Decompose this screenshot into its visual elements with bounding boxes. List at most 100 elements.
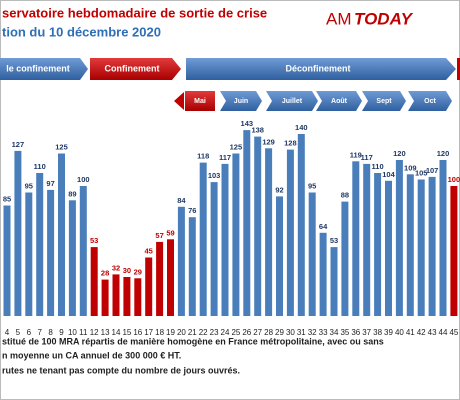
- month-box: [220, 91, 262, 111]
- month-label: Juillet: [282, 98, 303, 105]
- data-label: 100: [77, 175, 90, 184]
- x-tick-label: 8: [48, 328, 53, 337]
- data-label: 120: [393, 149, 406, 158]
- bar: [177, 206, 185, 316]
- x-tick-label: 26: [242, 328, 251, 337]
- x-tick-label: 7: [37, 328, 42, 337]
- bar: [156, 241, 164, 316]
- data-label: 125: [230, 142, 243, 151]
- bar: [297, 134, 305, 316]
- bar: [25, 192, 33, 316]
- banner-arrow: [0, 58, 88, 80]
- x-tick-label: 11: [79, 328, 88, 337]
- bar: [36, 173, 44, 316]
- logo-am: AM: [326, 9, 352, 28]
- data-label: 119: [350, 150, 362, 159]
- data-label: 105: [415, 168, 428, 177]
- x-tick-label: 13: [101, 328, 110, 337]
- bar: [101, 279, 109, 316]
- bar: [341, 201, 349, 316]
- month-label: Sept: [376, 98, 392, 105]
- bar: [134, 278, 142, 316]
- bar: [450, 186, 458, 316]
- bar: [188, 217, 196, 316]
- x-tick-label: 34: [330, 328, 339, 337]
- data-label: 59: [166, 228, 174, 237]
- data-label: 100: [448, 175, 460, 184]
- bar: [286, 149, 294, 316]
- title: servatoire hebdomadaire de sortie de cri…: [2, 5, 267, 20]
- x-tick-label: 41: [406, 328, 415, 337]
- x-tick-label: 20: [177, 328, 186, 337]
- data-label: 28: [101, 269, 109, 278]
- x-tick-label: 23: [210, 328, 219, 337]
- bar: [417, 179, 425, 316]
- data-label: 127: [12, 140, 25, 149]
- month-arrow: [174, 92, 184, 110]
- data-label: 95: [25, 181, 33, 190]
- data-label: 118: [197, 152, 209, 161]
- x-tick-label: 40: [395, 328, 404, 337]
- bar: [14, 150, 22, 316]
- x-tick-label: 19: [166, 328, 175, 337]
- x-tick-label: 39: [384, 328, 393, 337]
- x-tick-label: 18: [155, 328, 164, 337]
- x-tick-label: 31: [297, 328, 306, 337]
- x-tick-label: 10: [68, 328, 77, 337]
- logo-today: TODAY: [354, 9, 414, 28]
- bar: [167, 239, 174, 316]
- month-box: [185, 91, 215, 111]
- data-label: 76: [188, 206, 196, 215]
- data-label: 64: [319, 222, 328, 231]
- note: stitué de 100 MRA répartis de manière ho…: [2, 336, 384, 346]
- bar: [330, 247, 338, 316]
- bar: [47, 189, 55, 316]
- data-label: 53: [90, 236, 98, 245]
- bar: [123, 277, 131, 316]
- x-tick-label: 28: [264, 328, 273, 337]
- data-label: 117: [361, 153, 373, 162]
- month-box: [316, 91, 362, 111]
- bar: [90, 247, 98, 316]
- x-tick-label: 30: [286, 328, 295, 337]
- bar: [308, 192, 316, 316]
- x-tick-label: 32: [308, 328, 317, 337]
- note: rutes ne tenant pas compte du nombre de …: [2, 365, 240, 375]
- month-box: [408, 91, 452, 111]
- x-tick-label: 36: [351, 328, 360, 337]
- x-tick-label: 17: [144, 328, 153, 337]
- bar: [319, 232, 327, 316]
- bar: [406, 174, 414, 316]
- bar: [145, 257, 153, 316]
- x-tick-label: 25: [231, 328, 240, 337]
- x-tick-label: 33: [319, 328, 328, 337]
- bar: [68, 200, 76, 316]
- x-tick-label: 4: [5, 328, 10, 337]
- data-label: 110: [34, 162, 46, 171]
- bar: [439, 160, 447, 316]
- bar: [428, 176, 436, 316]
- data-label: 128: [284, 139, 297, 148]
- data-label: 32: [112, 263, 120, 272]
- bar: [210, 182, 218, 316]
- data-label: 29: [134, 267, 142, 276]
- data-label: 53: [330, 236, 338, 245]
- data-label: 92: [275, 185, 283, 194]
- subtitle: tion du 10 décembre 2020: [2, 24, 161, 39]
- data-label: 30: [123, 266, 131, 275]
- data-label: 97: [46, 179, 54, 188]
- data-label: 109: [404, 163, 417, 172]
- data-label: 143: [241, 119, 254, 128]
- x-tick-label: 12: [90, 328, 99, 337]
- x-tick-label: 16: [133, 328, 142, 337]
- note: n moyenne un CA annuel de 300 000 € HT.: [2, 350, 181, 360]
- data-label: 89: [68, 189, 76, 198]
- bar: [395, 160, 403, 316]
- x-tick-label: 35: [340, 328, 349, 337]
- bar: [363, 163, 371, 316]
- month-box: [362, 91, 406, 111]
- bar: [199, 162, 207, 316]
- x-tick-label: 29: [275, 328, 284, 337]
- bar: [385, 180, 392, 316]
